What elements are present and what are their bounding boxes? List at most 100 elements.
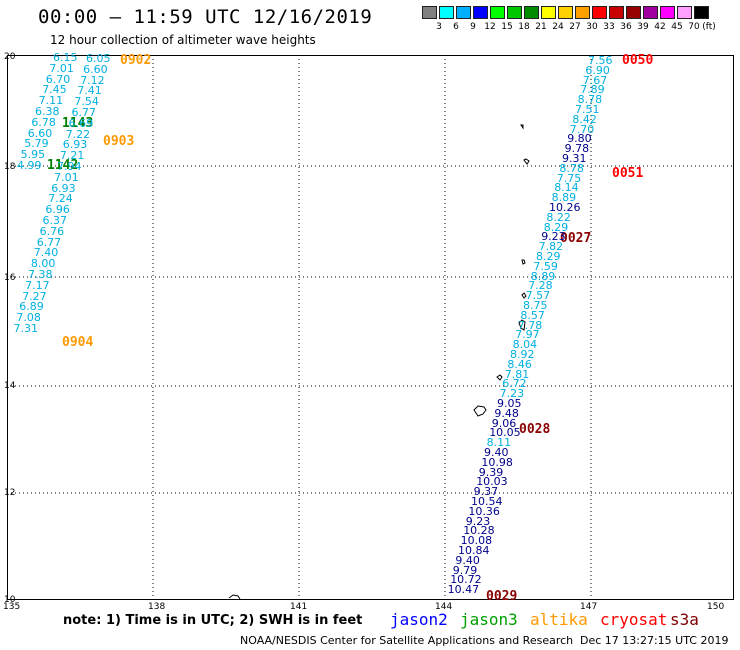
colorbar-tick-label: 70 (688, 22, 700, 32)
wave-height-value: 10.26 (549, 201, 581, 214)
wave-height-value: 10.05 (489, 426, 521, 440)
lat-tick-label: 12 (4, 488, 16, 498)
wave-height-value: 7.11 (38, 94, 64, 108)
colorbar-swatch (558, 6, 573, 19)
wave-height-value: 8.00 (30, 257, 56, 271)
wave-height-value: 7.21 (59, 149, 85, 163)
wave-height-value: 7.82 (538, 240, 564, 254)
wave-height-value: 6.69 (68, 116, 94, 130)
wave-height-value: 7.01 (54, 170, 79, 184)
wave-height-value: 8.29 (536, 250, 561, 263)
wave-height-value: 6.93 (51, 181, 76, 195)
wave-height-value: 5.79 (24, 137, 49, 151)
wave-height-value: 7.17 (25, 278, 50, 292)
wave-height-value: 8.46 (507, 357, 532, 371)
pass-id-label: 0903 (103, 134, 135, 149)
colorbar-tick-label: 45 (671, 22, 683, 32)
wave-height-value: 10.72 (450, 573, 482, 587)
lat-tick-label: 20 (4, 52, 16, 62)
colorbar-swatch (439, 6, 454, 19)
colorbar-tick-label: 42 (654, 22, 666, 32)
pass-id-label: 0029 (486, 589, 518, 604)
wave-height-value: 9.39 (478, 465, 504, 479)
lon-tick-label: 135 (3, 602, 21, 612)
pass-id-label: 1143 (62, 116, 94, 131)
wave-height-value: 6.38 (35, 105, 60, 118)
wave-height-value: 6.77 (36, 235, 62, 249)
yap-coast (228, 594, 241, 600)
pass-id-label: 1142 (47, 158, 79, 173)
colorbar-tick-label: 3 (436, 22, 442, 32)
lon-tick-label: 150 (707, 602, 725, 612)
colorbar-tick-label: 39 (637, 22, 649, 32)
wave-height-value: 7.41 (77, 84, 102, 98)
wave-height-value: 7.31 (13, 322, 39, 335)
tinian-island (521, 292, 527, 299)
wave-height-value: 7.94 (57, 160, 82, 173)
colorbar-swatch (609, 6, 624, 19)
wave-height-value: 8.22 (546, 210, 571, 224)
colorbar-tick-label: 36 (620, 22, 632, 32)
wave-height-value: 9.06 (491, 416, 517, 430)
alamagan-island (523, 158, 530, 165)
wave-height-value: 7.01 (49, 61, 74, 75)
colorbar-swatch (677, 6, 692, 19)
colorbar-swatch (592, 6, 607, 19)
colorbar-swatch (473, 6, 488, 19)
wave-height-value: 6.05 (86, 52, 111, 65)
map-frame (7, 55, 734, 600)
wave-height-value: 7.38 (28, 268, 53, 281)
rota-island (496, 374, 503, 381)
wave-height-value: 7.70 (569, 122, 595, 136)
wave-height-value: 7.78 (517, 318, 543, 332)
wave-height-value: 9.23 (541, 230, 566, 244)
pass-id-label: 0028 (519, 422, 551, 437)
wave-height-value: 9.40 (455, 553, 480, 567)
wave-height-value: 10.36 (468, 504, 500, 518)
wave-height-value: 7.89 (580, 83, 605, 97)
wave-height-value: 8.78 (559, 161, 584, 175)
graticule (7, 55, 734, 600)
colorbar-tick-label: 18 (518, 22, 530, 32)
wave-height-value: 5.95 (20, 148, 46, 162)
wave-height-value: 6.93 (62, 138, 88, 152)
colorbar-unit-label: (ft) (702, 22, 716, 32)
wave-height-value: 9.31 (562, 152, 587, 165)
wave-height-value: 9.40 (484, 446, 509, 459)
wave-height-value: 10.98 (481, 455, 513, 469)
wave-height-value: 9.23 (465, 514, 491, 528)
wave-height-value: 6.15 (53, 51, 78, 64)
colorbar-swatch (524, 6, 539, 19)
pagan-island (520, 124, 524, 130)
wave-height-value: 6.60 (27, 126, 53, 140)
wave-height-value: 9.79 (452, 563, 478, 577)
wave-height-value: 7.75 (556, 171, 582, 185)
credit-line: NOAA/NESDIS Center for Satellite Applica… (240, 634, 574, 647)
wave-height-value: 7.59 (533, 259, 558, 273)
wave-height-value: 8.42 (572, 112, 597, 126)
colorbar-tick-label: 12 (484, 22, 496, 32)
wave-height-value: 4.99 (17, 159, 42, 172)
wave-height-value: 7.22 (65, 127, 91, 141)
colorbar-tick-label: 30 (586, 22, 598, 32)
colorbar-swatch (456, 6, 471, 19)
wave-height-value: 10.47 (447, 583, 480, 597)
saipan-island (518, 319, 526, 331)
pass-id-label: 0027 (560, 231, 592, 246)
lon-tick-label: 141 (290, 602, 308, 612)
satellite-legend-item: s3a (670, 610, 699, 629)
colorbar-tick-label: 15 (501, 22, 513, 32)
wave-height-value: 6.37 (42, 214, 68, 227)
wave-height-value: 7.08 (16, 311, 41, 325)
wave-height-value: 10.84 (458, 544, 490, 557)
colorbar-swatch (575, 6, 590, 19)
wave-height-value: 8.11 (486, 436, 512, 450)
wave-height-value: 9.80 (567, 132, 592, 146)
lat-tick-label: 16 (4, 273, 16, 283)
wave-height-value: 6.78 (31, 115, 56, 129)
wave-height-value: 7.40 (33, 246, 59, 260)
wave-height-value: 9.78 (564, 142, 590, 156)
anatahan-island (521, 259, 526, 265)
colorbar-swatch (643, 6, 658, 19)
pass-id-label: 0051 (612, 166, 644, 181)
